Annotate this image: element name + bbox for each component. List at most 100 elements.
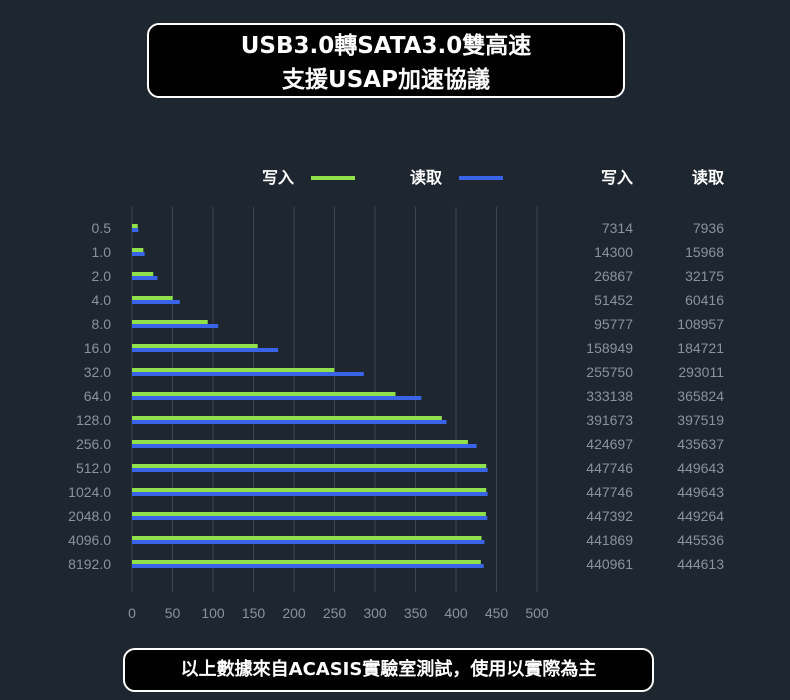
table-value-read: 449264 xyxy=(677,508,724,524)
category-label: 0.5 xyxy=(92,220,112,236)
table-value-read: 435637 xyxy=(677,436,724,452)
bar-read xyxy=(132,396,422,400)
legend-write-swatch xyxy=(311,176,356,180)
bar-read xyxy=(132,228,139,232)
category-label: 2.0 xyxy=(92,268,112,284)
bar-write xyxy=(132,392,396,396)
legend-write-label: 写入 xyxy=(262,168,295,187)
bar-write xyxy=(132,224,138,228)
category-label: 32.0 xyxy=(84,364,111,380)
table-header-write: 写入 xyxy=(600,168,633,187)
table-value-read: 15968 xyxy=(685,244,724,260)
category-label: 1024.0 xyxy=(68,484,111,500)
bar-read xyxy=(132,564,484,568)
title-line-2: 支援USAP加速協議 xyxy=(282,67,490,93)
category-label: 1.0 xyxy=(92,244,112,260)
category-label: 128.0 xyxy=(76,412,111,428)
x-tick-label: 200 xyxy=(282,605,306,621)
bar-write xyxy=(132,368,335,372)
footer-note: 以上數據來自ACASIS實驗室測試，使用以實際為主 xyxy=(180,659,597,680)
table-value-read: 60416 xyxy=(685,292,724,308)
bar-write xyxy=(132,488,487,492)
table-value-read: 7936 xyxy=(693,220,724,236)
bar-read xyxy=(132,300,180,304)
bar-write xyxy=(132,272,154,276)
legend-read-swatch xyxy=(459,176,504,180)
table-value-read: 184721 xyxy=(677,340,724,356)
footer-box: 以上數據來自ACASIS實驗室測試，使用以實際為主 xyxy=(123,648,654,692)
x-tick-label: 150 xyxy=(242,605,266,621)
table-value-write: 255750 xyxy=(586,364,633,380)
table-value-write: 447746 xyxy=(586,460,633,476)
table-value-read: 293011 xyxy=(678,364,724,380)
category-label: 512.0 xyxy=(76,460,111,476)
x-tick-label: 250 xyxy=(323,605,347,621)
table-value-write: 158949 xyxy=(586,340,633,356)
bar-write xyxy=(132,296,173,300)
table-value-write: 333138 xyxy=(586,388,633,404)
bar-write xyxy=(132,512,486,516)
title-line-1: USB3.0轉SATA3.0雙高速 xyxy=(240,33,532,59)
table-header-read: 读取 xyxy=(691,168,724,187)
bar-read xyxy=(132,516,488,520)
x-tick-label: 450 xyxy=(485,605,509,621)
x-tick-label: 50 xyxy=(165,605,181,621)
table-value-read: 445536 xyxy=(677,532,724,548)
table-value-write: 26867 xyxy=(594,268,633,284)
bar-read xyxy=(132,468,488,472)
bar-read xyxy=(132,276,158,280)
table-value-write: 424697 xyxy=(586,436,633,452)
category-label: 16.0 xyxy=(84,340,111,356)
table-value-read: 365824 xyxy=(677,388,724,404)
x-tick-label: 400 xyxy=(444,605,468,621)
bar-write xyxy=(132,344,258,348)
x-tick-label: 100 xyxy=(201,605,225,621)
bar-write xyxy=(132,416,442,420)
table-value-write: 51452 xyxy=(594,292,633,308)
category-label: 4.0 xyxy=(92,292,112,308)
table-value-read: 444613 xyxy=(677,556,724,572)
table-value-write: 440961 xyxy=(586,556,633,572)
legend-read: 读取 xyxy=(410,167,504,189)
table-value-write: 7314 xyxy=(602,220,633,236)
category-label: 4096.0 xyxy=(68,532,111,548)
bar-write xyxy=(132,536,482,540)
table-value-read: 449643 xyxy=(677,460,724,476)
table-value-read: 32175 xyxy=(685,268,724,284)
bar-read xyxy=(132,540,485,544)
table-value-write: 441869 xyxy=(586,532,633,548)
table-value-read: 449643 xyxy=(677,484,724,500)
bar-read xyxy=(132,444,477,448)
bar-write xyxy=(132,248,144,252)
bar-write xyxy=(132,560,481,564)
category-label: 2048.0 xyxy=(68,508,111,524)
bar-write xyxy=(132,464,487,468)
table-value-write: 14300 xyxy=(594,244,633,260)
category-label: 64.0 xyxy=(84,388,111,404)
table-value-write: 391673 xyxy=(586,412,633,428)
x-tick-label: 350 xyxy=(404,605,428,621)
table-value-write: 95777 xyxy=(594,316,633,332)
bar-read xyxy=(132,372,364,376)
title-box: USB3.0轉SATA3.0雙高速 支援USAP加速協議 xyxy=(147,23,625,98)
legend-write: 写入 xyxy=(262,167,356,189)
table-value-read: 108957 xyxy=(677,316,724,332)
bar-read xyxy=(132,348,279,352)
bar-write xyxy=(132,440,468,444)
category-label: 8.0 xyxy=(92,316,112,332)
bar-read xyxy=(132,420,447,424)
x-tick-label: 500 xyxy=(525,605,549,621)
x-tick-label: 0 xyxy=(128,605,136,621)
category-label: 8192.0 xyxy=(68,556,111,572)
bar-write xyxy=(132,320,208,324)
table-value-read: 397519 xyxy=(677,412,724,428)
legend-read-label: 读取 xyxy=(410,168,443,187)
table-value-write: 447392 xyxy=(586,508,633,524)
table-value-write: 447746 xyxy=(586,484,633,500)
x-tick-label: 300 xyxy=(363,605,387,621)
bar-read xyxy=(132,492,488,496)
bar-read xyxy=(132,324,219,328)
category-label: 256.0 xyxy=(76,436,111,452)
bar-read xyxy=(132,252,145,256)
